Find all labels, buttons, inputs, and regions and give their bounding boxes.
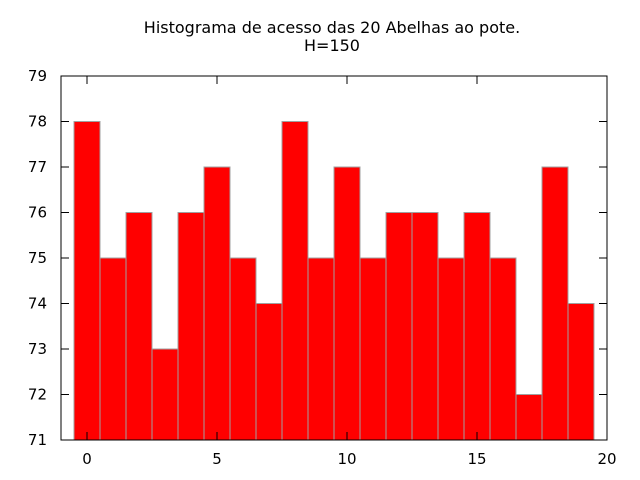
y-tick-label: 79 [28,67,47,85]
y-tick-label: 72 [28,386,47,404]
chart-subtitle: H=150 [304,36,360,55]
bar-7 [255,303,283,441]
bar-9 [307,257,335,441]
tick-labels-group: 0 5 10 15 20 71 72 73 74 75 76 77 78 79 [28,67,617,468]
y-tick-label: 73 [28,340,47,358]
bar-1 [99,257,127,441]
bar-4 [177,212,205,441]
bar-11 [359,257,387,441]
y-tick-label: 77 [28,158,47,176]
bar-16 [489,257,517,441]
x-tick-label: 10 [337,450,356,468]
bar-8 [281,121,309,441]
y-tick-label: 74 [28,295,47,313]
bar-18 [541,166,569,441]
bar-12 [385,212,413,441]
bar-6 [229,257,257,441]
x-tick-label: 5 [212,450,222,468]
y-tick-label: 78 [28,113,47,131]
bar-13 [411,212,439,441]
plot-frame [60,75,608,441]
y-tick-label: 71 [28,431,47,449]
x-tick-label: 0 [82,450,92,468]
bar-14 [437,257,465,441]
bar-2 [125,212,153,441]
y-tick-label: 75 [28,249,47,267]
bar-3 [151,348,179,441]
chart-title: Histograma de acesso das 20 Abelhas ao p… [144,18,520,37]
bar-5 [203,166,231,441]
bar-15 [463,212,491,441]
y-tick-label: 76 [28,204,47,222]
bar-19 [567,303,595,441]
bars-group [73,121,595,441]
bar-17 [515,394,543,441]
bar-0 [73,121,101,441]
bar-10 [333,166,361,441]
x-tick-label: 20 [597,450,616,468]
x-tick-label: 15 [467,450,486,468]
